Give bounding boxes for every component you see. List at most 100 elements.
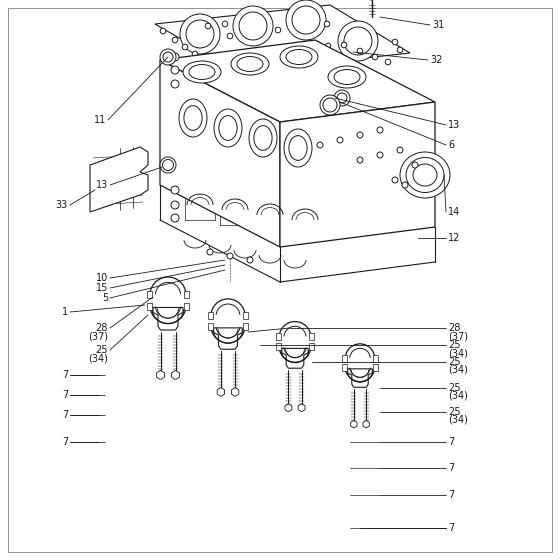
Polygon shape (160, 60, 280, 247)
Circle shape (338, 21, 378, 61)
Polygon shape (276, 343, 281, 351)
Text: 10: 10 (96, 273, 108, 283)
Polygon shape (208, 312, 213, 319)
Circle shape (227, 33, 233, 39)
Polygon shape (351, 421, 357, 428)
Polygon shape (157, 371, 165, 380)
Circle shape (392, 39, 398, 45)
Ellipse shape (219, 116, 237, 141)
Polygon shape (373, 354, 378, 362)
Text: 7: 7 (62, 370, 68, 380)
Text: 14: 14 (448, 207, 460, 217)
Circle shape (392, 177, 398, 183)
Text: (34): (34) (88, 353, 108, 363)
Text: 7: 7 (448, 490, 454, 500)
Text: 7: 7 (448, 437, 454, 447)
Polygon shape (363, 421, 370, 428)
Circle shape (160, 28, 166, 34)
Text: (37): (37) (448, 331, 468, 341)
Text: 5: 5 (102, 293, 108, 303)
Circle shape (385, 59, 391, 65)
Ellipse shape (413, 164, 437, 186)
Polygon shape (147, 302, 152, 310)
Polygon shape (208, 323, 213, 330)
Ellipse shape (189, 64, 215, 80)
Polygon shape (214, 328, 242, 349)
Ellipse shape (179, 99, 207, 137)
Polygon shape (90, 147, 148, 212)
Polygon shape (231, 388, 239, 396)
Polygon shape (243, 312, 248, 319)
Text: 31: 31 (432, 20, 444, 30)
Text: 1: 1 (62, 307, 68, 317)
Polygon shape (373, 364, 378, 371)
Circle shape (317, 142, 323, 148)
Polygon shape (184, 291, 189, 298)
Ellipse shape (286, 49, 312, 64)
Circle shape (186, 20, 214, 48)
Polygon shape (217, 388, 225, 396)
Circle shape (233, 6, 273, 46)
Circle shape (171, 53, 179, 61)
Polygon shape (155, 5, 410, 72)
Circle shape (357, 157, 363, 163)
Circle shape (337, 137, 343, 143)
Circle shape (377, 152, 383, 158)
Polygon shape (160, 40, 435, 122)
Polygon shape (285, 404, 292, 412)
Text: (34): (34) (448, 365, 468, 375)
Circle shape (372, 54, 378, 60)
Circle shape (286, 0, 326, 40)
Circle shape (325, 43, 331, 49)
Circle shape (160, 157, 176, 173)
Text: 15: 15 (96, 283, 108, 293)
Ellipse shape (334, 69, 360, 85)
Circle shape (162, 160, 174, 170)
Polygon shape (342, 354, 347, 362)
Text: 25: 25 (448, 340, 460, 350)
Ellipse shape (249, 119, 277, 157)
Text: 7: 7 (62, 437, 68, 447)
Ellipse shape (231, 53, 269, 75)
Text: (34): (34) (448, 348, 468, 358)
Circle shape (252, 57, 258, 63)
Text: (34): (34) (448, 391, 468, 401)
Ellipse shape (214, 109, 242, 147)
Text: 7: 7 (62, 410, 68, 420)
Ellipse shape (237, 57, 263, 72)
Circle shape (334, 90, 350, 106)
Circle shape (290, 49, 296, 55)
Polygon shape (348, 369, 372, 388)
Text: 6: 6 (448, 140, 454, 150)
Ellipse shape (280, 46, 318, 68)
Circle shape (247, 257, 253, 263)
Text: (34): (34) (448, 415, 468, 425)
Circle shape (308, 46, 314, 52)
Circle shape (182, 44, 188, 50)
Ellipse shape (328, 66, 366, 88)
Circle shape (357, 48, 363, 54)
Circle shape (344, 27, 372, 55)
Circle shape (320, 95, 340, 115)
Circle shape (324, 21, 330, 27)
Circle shape (377, 127, 383, 133)
Circle shape (171, 186, 179, 194)
Polygon shape (280, 102, 435, 247)
Circle shape (357, 132, 363, 138)
Text: 32: 32 (430, 55, 442, 65)
Text: 7: 7 (62, 390, 68, 400)
Polygon shape (276, 333, 281, 340)
Polygon shape (153, 307, 183, 330)
Ellipse shape (183, 61, 221, 83)
Text: 11: 11 (94, 115, 106, 125)
Polygon shape (309, 333, 314, 340)
Circle shape (163, 52, 173, 62)
Circle shape (172, 37, 178, 43)
Ellipse shape (400, 152, 450, 198)
Circle shape (171, 80, 179, 88)
Ellipse shape (254, 125, 272, 150)
Text: 13: 13 (96, 180, 108, 190)
Circle shape (337, 93, 347, 103)
Polygon shape (243, 323, 248, 330)
Text: 33: 33 (56, 200, 68, 210)
